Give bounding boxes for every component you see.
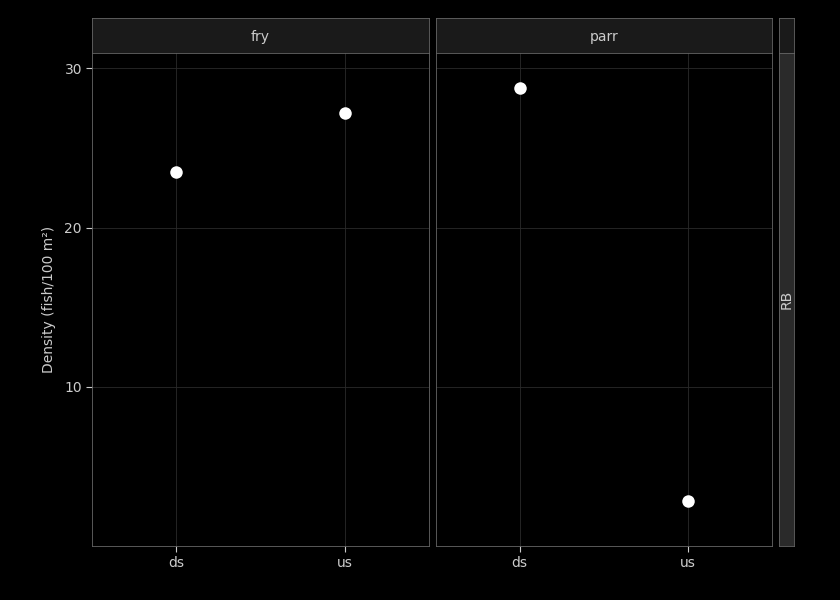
Text: RB: RB: [780, 290, 793, 309]
Y-axis label: Density (fish/100 m²): Density (fish/100 m²): [42, 226, 56, 373]
Text: parr: parr: [590, 30, 618, 44]
Text: fry: fry: [251, 30, 270, 44]
